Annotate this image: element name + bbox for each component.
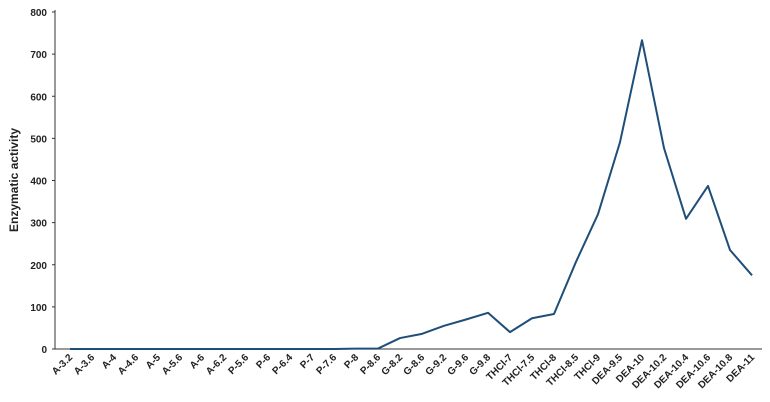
x-tick-label: A-5.6 xyxy=(160,352,185,377)
x-tick-label: G-9.2 xyxy=(424,352,450,378)
x-tick-label: P-7.6 xyxy=(314,352,339,377)
y-tick-label: 300 xyxy=(30,219,47,230)
x-tick-label: G-8.2 xyxy=(380,352,406,378)
x-tick-label: P-8.6 xyxy=(358,352,383,377)
x-tick-label: A-3.6 xyxy=(72,352,97,377)
y-tick-label: 600 xyxy=(30,92,47,103)
x-tick-label: A-4.6 xyxy=(116,352,141,377)
y-tick-label: 0 xyxy=(41,345,47,356)
y-axis-title: Enzymatic activity xyxy=(7,128,21,232)
y-tick-label: 800 xyxy=(30,8,47,19)
x-tick-label: P-5.6 xyxy=(226,352,251,377)
y-tick-label: 200 xyxy=(30,261,47,272)
x-tick-label: A-6.2 xyxy=(204,352,229,377)
y-tick-label: 400 xyxy=(30,177,47,188)
y-tick-label: 500 xyxy=(30,134,47,145)
x-tick-label: P-6.4 xyxy=(270,352,295,377)
x-tick-label: G-8.6 xyxy=(402,352,428,378)
x-tick-label: G-9.6 xyxy=(446,352,472,378)
y-tick-label: 100 xyxy=(30,303,47,314)
y-tick-label: 700 xyxy=(30,50,47,61)
x-tick-label: A-3.2 xyxy=(50,352,75,377)
line xyxy=(70,39,753,350)
